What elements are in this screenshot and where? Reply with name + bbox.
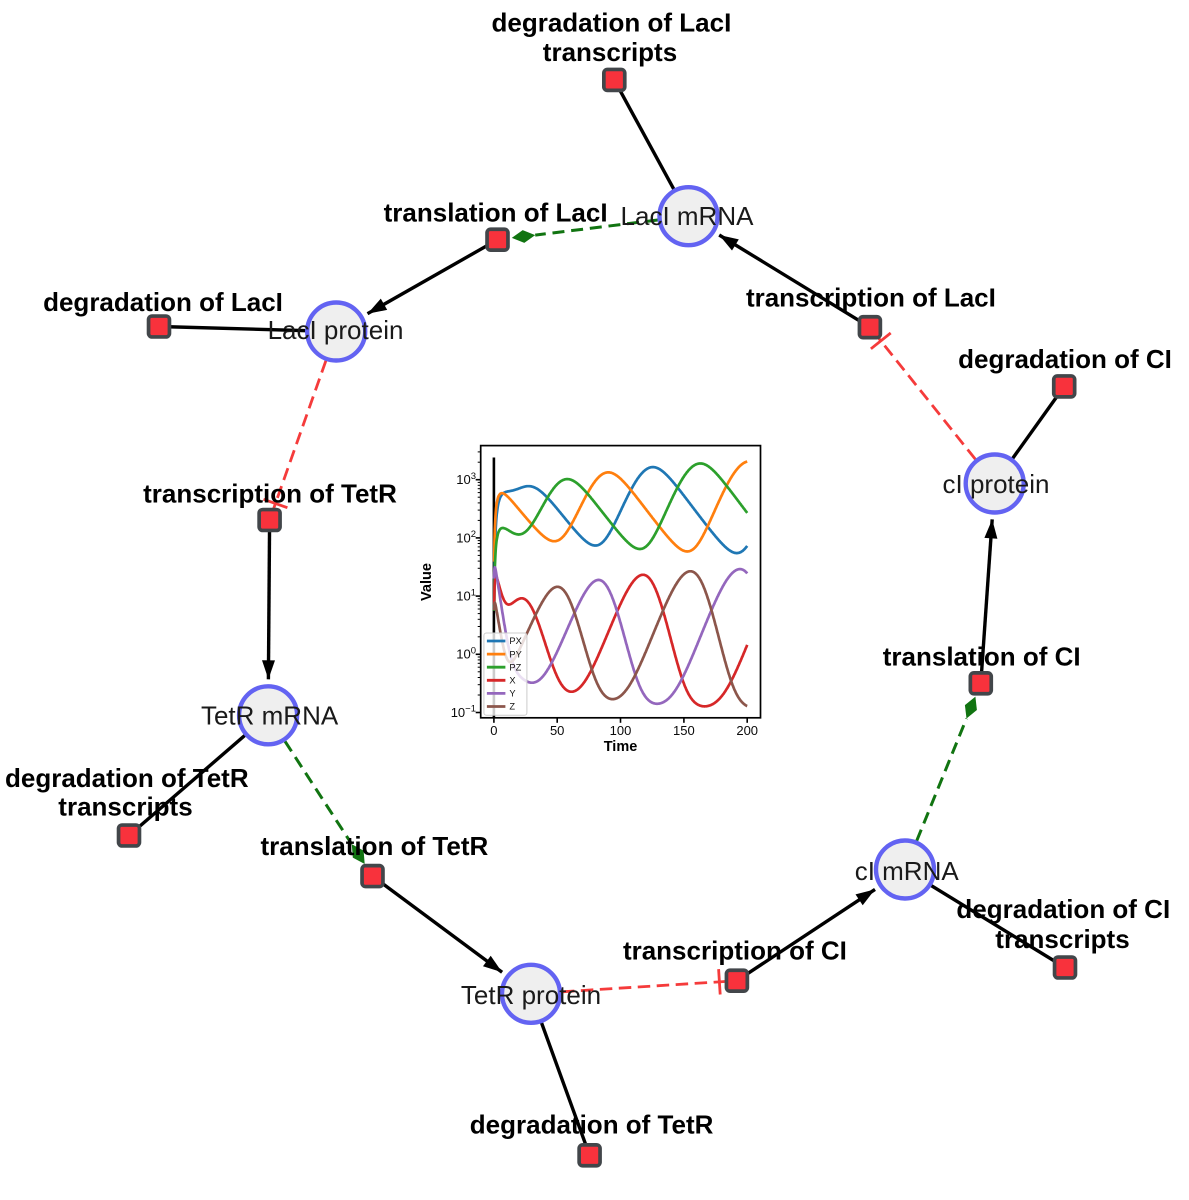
svg-text:degradation of LacI: degradation of LacI (491, 8, 731, 38)
svg-text:translation of LacI: translation of LacI (384, 198, 608, 228)
svg-text:PZ: PZ (509, 662, 521, 672)
svg-text:degradation of TetR: degradation of TetR (5, 763, 249, 793)
svg-text:LacI protein: LacI protein (268, 315, 404, 345)
svg-text:X: X (509, 676, 515, 686)
svg-text:100: 100 (610, 723, 632, 738)
svg-text:transcripts: transcripts (995, 924, 1129, 954)
svg-text:0: 0 (490, 723, 497, 738)
svg-text:cI protein: cI protein (943, 469, 1050, 499)
svg-text:degradation of CI: degradation of CI (956, 894, 1170, 924)
svg-text:Value: Value (419, 563, 435, 601)
svg-text:50: 50 (550, 723, 564, 738)
svg-text:degradation of LacI: degradation of LacI (43, 287, 283, 317)
svg-text:Z: Z (509, 702, 515, 712)
svg-text:translation of CI: translation of CI (883, 641, 1081, 671)
svg-text:LacI mRNA: LacI mRNA (621, 201, 755, 231)
svg-text:transcripts: transcripts (543, 37, 677, 67)
svg-text:degradation of TetR: degradation of TetR (470, 1109, 714, 1139)
svg-text:cI mRNA: cI mRNA (855, 856, 960, 886)
svg-text:PX: PX (509, 636, 521, 646)
svg-text:Time: Time (604, 739, 638, 755)
svg-text:200: 200 (736, 723, 758, 738)
svg-text:degradation of CI: degradation of CI (958, 344, 1172, 374)
svg-text:transcription of CI: transcription of CI (623, 936, 847, 966)
svg-text:transcription of TetR: transcription of TetR (143, 478, 397, 508)
svg-text:Y: Y (509, 689, 515, 699)
svg-text:transcription of LacI: transcription of LacI (746, 282, 996, 312)
svg-text:translation of TetR: translation of TetR (261, 831, 489, 861)
svg-text:TetR mRNA: TetR mRNA (201, 700, 339, 730)
svg-text:transcripts: transcripts (58, 792, 192, 822)
svg-text:150: 150 (673, 723, 695, 738)
svg-text:PY: PY (509, 649, 521, 659)
svg-text:TetR protein: TetR protein (461, 980, 601, 1010)
